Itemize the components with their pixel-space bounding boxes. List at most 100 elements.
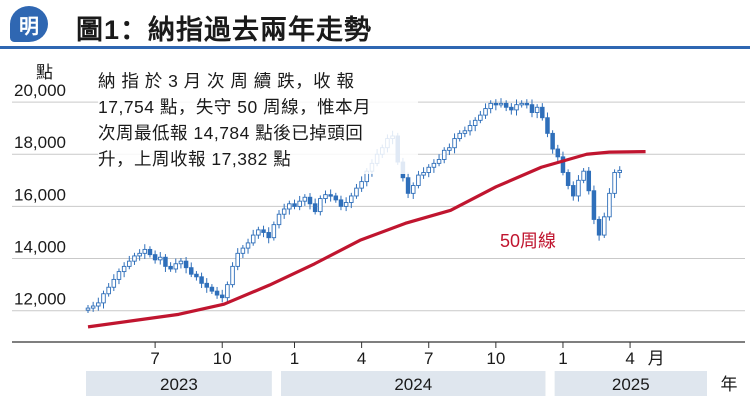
- candle-body: [158, 256, 163, 261]
- candle-body: [441, 149, 447, 160]
- candle-body: [245, 242, 251, 249]
- candle-body: [416, 174, 421, 186]
- chart-header: 明 圖1：納指過去兩年走勢: [0, 0, 750, 49]
- year-label: 2025: [612, 375, 650, 394]
- candle-body: [209, 286, 215, 292]
- annotation-line: 17,754 點，失守 50 周線，惟本月: [98, 97, 372, 117]
- candle-body: [318, 198, 323, 213]
- candle-body: [230, 265, 235, 286]
- x-month-label: 7: [150, 349, 159, 368]
- x-month-label: 4: [357, 349, 366, 368]
- x-year-suffix: 年: [721, 375, 738, 394]
- candle-body: [493, 102, 499, 106]
- candle-body: [576, 179, 581, 197]
- candle-body: [147, 248, 153, 256]
- y-axis-unit: 點: [36, 63, 53, 82]
- candle-body: [338, 199, 344, 207]
- y-tick-label: 16,000: [14, 185, 66, 204]
- candle-body: [333, 195, 339, 201]
- candle-body: [617, 169, 622, 173]
- candle-body: [199, 276, 204, 284]
- x-month-label: 7: [424, 349, 433, 368]
- candle-body: [581, 170, 586, 181]
- x-month-label: 4: [625, 349, 634, 368]
- ma50-line: [87, 150, 646, 329]
- candle-body: [519, 102, 524, 106]
- candle-body: [173, 263, 179, 270]
- candle-body: [607, 192, 612, 218]
- candle-body: [586, 170, 592, 192]
- candle-body: [555, 148, 561, 158]
- candle-body: [483, 108, 488, 116]
- candle-body: [127, 260, 132, 267]
- candle-body: [534, 106, 540, 113]
- year-band: [86, 371, 272, 396]
- candle-body: [204, 282, 209, 288]
- candle-body: [529, 104, 535, 113]
- candle-body: [235, 252, 240, 267]
- candle-body: [596, 218, 602, 236]
- candle-body: [307, 196, 313, 205]
- candle-body: [96, 302, 101, 307]
- y-tick-label: 20,000: [14, 81, 66, 100]
- x-month-suffix: 月: [648, 349, 665, 368]
- candle-body: [152, 254, 158, 261]
- x-month-label: 10: [213, 349, 232, 368]
- candle-body: [163, 256, 168, 267]
- candle-body: [101, 293, 106, 304]
- chart-annotation: 納 指 於 3 月 次 周 續 跌，收 報 17,754 點，失守 50 周線，…: [98, 66, 418, 174]
- candle-body: [349, 195, 354, 203]
- candle-body: [297, 200, 302, 207]
- candle-body: [467, 125, 473, 132]
- ming-pao-logo: 明: [10, 6, 48, 42]
- chart-title: 圖1：納指過去兩年走勢: [76, 15, 373, 45]
- candle-body: [85, 307, 91, 311]
- candle-body: [426, 166, 431, 173]
- candle-body: [457, 132, 462, 140]
- candle-body: [540, 106, 545, 119]
- annotation-line: 納 指 於 3 月 次 周 續 跌，收 報: [98, 71, 355, 91]
- candle-body: [116, 271, 122, 280]
- candle-body: [323, 194, 328, 200]
- y-tick-label: 14,000: [14, 238, 66, 257]
- candle-body: [602, 216, 607, 236]
- year-label: 2023: [160, 375, 198, 394]
- candle-body: [219, 294, 225, 299]
- candle-body: [250, 234, 256, 244]
- candle-body: [142, 248, 148, 254]
- candle-body: [214, 290, 220, 296]
- x-month-label: 1: [558, 349, 567, 368]
- candle-body: [560, 156, 566, 173]
- candle-body: [462, 130, 468, 134]
- year-band: [554, 371, 707, 396]
- candle-body: [168, 265, 173, 270]
- candle-body: [410, 185, 416, 194]
- candle-body: [565, 172, 571, 186]
- candle-body: [405, 177, 411, 194]
- candle-body: [514, 104, 519, 111]
- candle-body: [545, 117, 550, 134]
- candle-body: [421, 172, 426, 176]
- x-month-label: 10: [486, 349, 505, 368]
- candle-body: [287, 203, 292, 210]
- candle-body: [106, 286, 111, 295]
- candle-body: [436, 159, 442, 164]
- candle-body: [90, 305, 96, 309]
- x-month-label: 1: [290, 349, 299, 368]
- candle-body: [328, 194, 333, 197]
- candle-body: [571, 185, 576, 197]
- candle-body: [503, 102, 509, 108]
- candle-body: [612, 172, 617, 194]
- annotation-line: 次周最低報 14,784 點後已掉頭回: [98, 123, 364, 143]
- candle-body: [452, 138, 457, 149]
- candle-body: [478, 114, 483, 121]
- candle-body: [359, 181, 364, 189]
- y-tick-label: 12,000: [14, 290, 66, 309]
- title-divider: [0, 46, 750, 49]
- candle-body: [281, 208, 287, 215]
- year-label: 2024: [394, 375, 432, 394]
- candle-body: [472, 119, 478, 126]
- ma50-label: 50周線: [500, 231, 556, 251]
- candle-body: [302, 196, 308, 202]
